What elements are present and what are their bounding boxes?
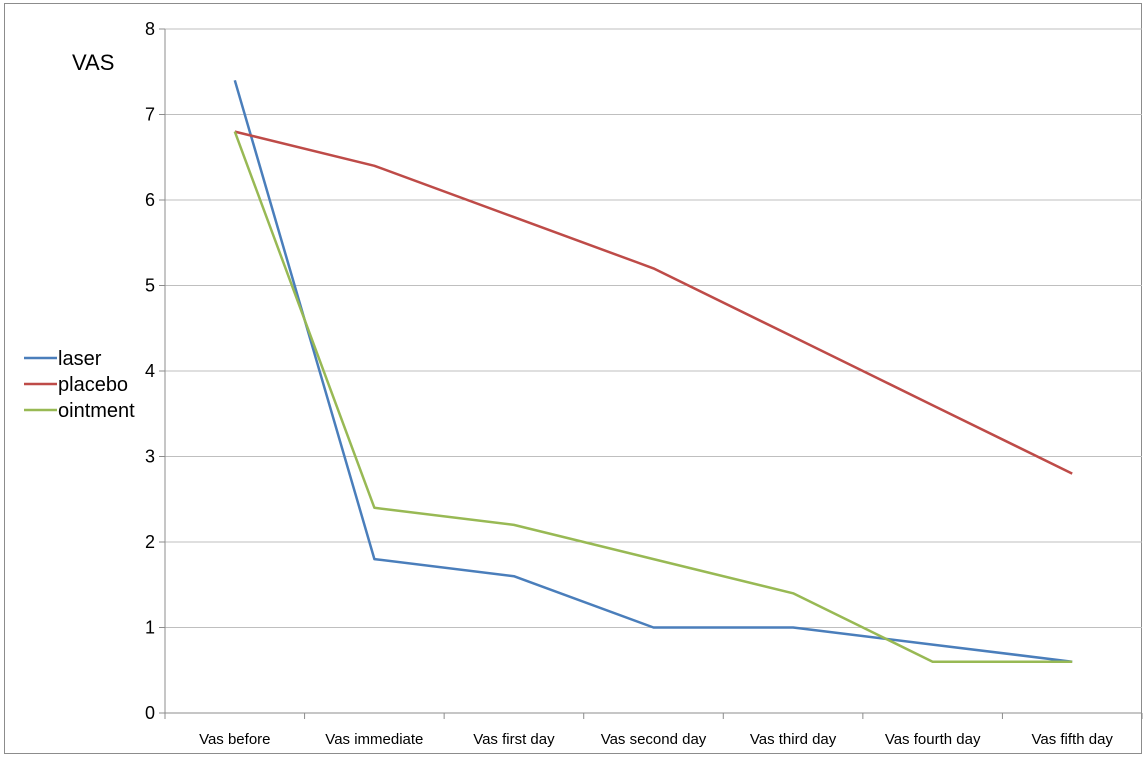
y-tick-label: 2 — [145, 532, 155, 552]
chart-frame — [4, 3, 1142, 754]
gridlines — [165, 28, 1142, 628]
x-tick-label: Vas immediate — [325, 731, 423, 748]
y-tick-label: 0 — [145, 703, 155, 723]
series-line-placebo — [234, 130, 1073, 475]
x-tick-label: Vas second day — [601, 731, 707, 748]
axes — [159, 28, 1143, 719]
x-tick-label: Vas first day — [473, 731, 555, 748]
x-tick-label: Vas before — [199, 731, 270, 748]
y-tick-label: 1 — [145, 618, 155, 638]
series-line-laser — [233, 79, 1073, 663]
legend: laser placebo ointment — [24, 348, 135, 422]
y-tick-label: 5 — [145, 276, 155, 296]
series-line-ointment — [233, 131, 1073, 663]
legend-label-placebo: placebo — [58, 374, 128, 396]
y-tick-labels: 0 1 2 3 4 5 6 7 8 — [145, 19, 155, 723]
y-tick-label: 6 — [145, 190, 155, 210]
y-tick-label: 3 — [145, 447, 155, 467]
x-tick-label: Vas third day — [750, 731, 837, 748]
y-tick-label: 4 — [145, 361, 155, 381]
x-tick-labels: Vas before Vas immediate Vas first day Vas … — [199, 731, 1113, 748]
x-tick-label: Vas fourth day — [885, 731, 981, 748]
x-tick-label: Vas fifth day — [1031, 731, 1113, 748]
legend-label-laser: laser — [58, 348, 102, 370]
y-tick-label: 8 — [145, 19, 155, 39]
y-tick-label: 7 — [145, 105, 155, 125]
y-axis-label: VAS — [72, 50, 114, 75]
series-lines — [233, 79, 1073, 663]
legend-label-ointment: ointment — [58, 400, 135, 422]
